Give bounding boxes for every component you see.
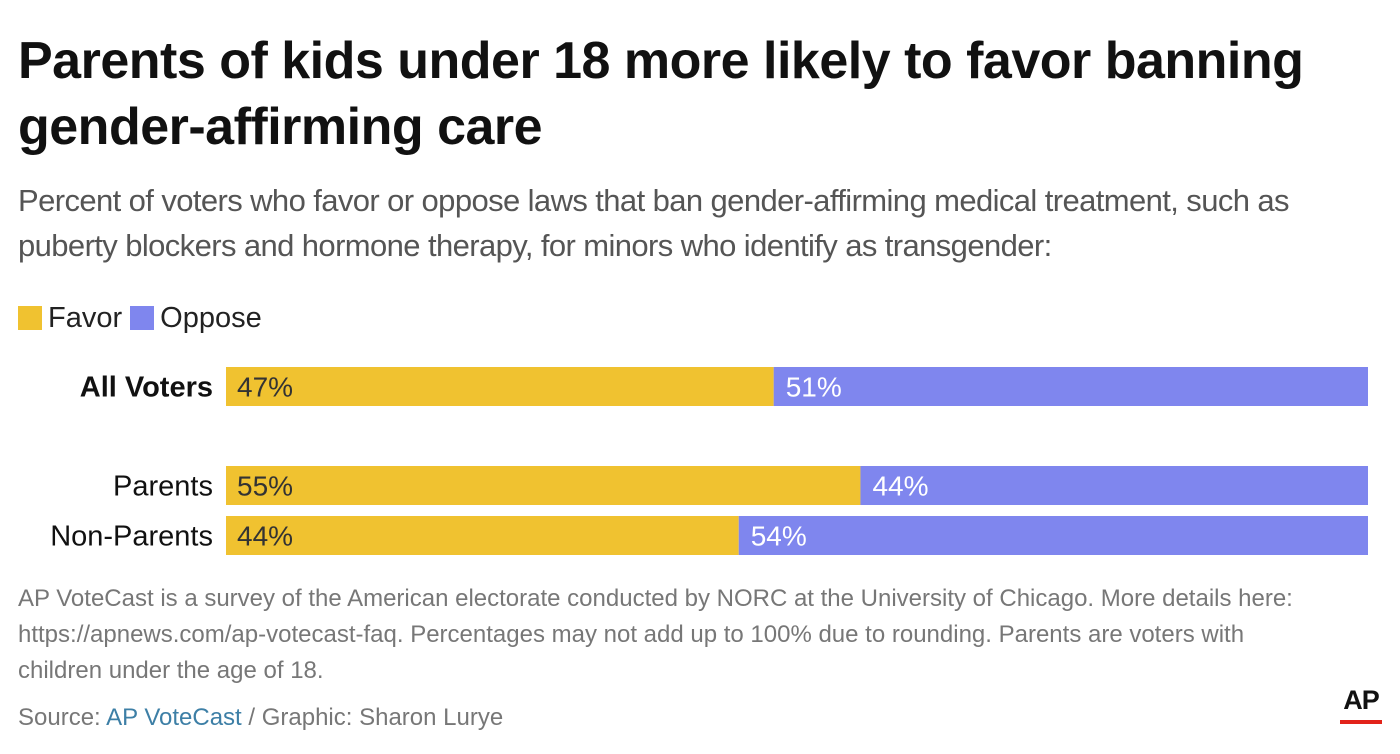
bar-favor: [226, 367, 774, 406]
ap-logo: AP: [1343, 685, 1380, 715]
data-label-oppose: 51%: [786, 372, 842, 403]
bar-oppose: [860, 466, 1368, 505]
data-label-oppose: 44%: [872, 471, 928, 502]
chart-title: Parents of kids under 18 more likely to …: [18, 32, 1304, 156]
legend-item-oppose: Oppose: [130, 302, 262, 335]
source-prefix: Source:: [18, 704, 107, 731]
bar-favor: [226, 516, 739, 555]
legend-swatch-oppose: [130, 306, 155, 330]
category-label: All Voters: [80, 372, 213, 404]
legend-item-favor: Favor: [18, 302, 122, 335]
bar-oppose: [738, 516, 1368, 555]
source-suffix: / Graphic: Sharon Lurye: [241, 704, 504, 731]
legend: Favor Oppose: [18, 300, 270, 336]
category-label: Non-Parents: [50, 521, 213, 553]
data-label-favor: 47%: [237, 372, 293, 403]
data-label-favor: 55%: [237, 471, 293, 502]
chart-subtitle: Percent of voters who favor or oppose la…: [18, 183, 1290, 263]
bar-favor: [226, 466, 861, 505]
source-line: Source: AP VoteCast / Graphic: Sharon Lu…: [18, 700, 503, 736]
legend-label-oppose: Oppose: [160, 301, 262, 334]
ap-logo-underline: [1340, 720, 1382, 724]
bar-oppose: [773, 367, 1368, 406]
legend-label-favor: Favor: [48, 301, 123, 334]
data-label-oppose: 54%: [751, 521, 807, 552]
legend-swatch-favor: [18, 306, 42, 330]
stacked-bar-chart: All Voters 47% 51% Parents 55% 44% Non-Parents…: [50, 367, 1368, 555]
data-label-favor: 44%: [237, 521, 293, 552]
category-label: Parents: [113, 471, 213, 503]
footnote: AP VoteCast is a survey of the American …: [18, 585, 1293, 684]
source-link[interactable]: AP VoteCast: [106, 704, 242, 731]
